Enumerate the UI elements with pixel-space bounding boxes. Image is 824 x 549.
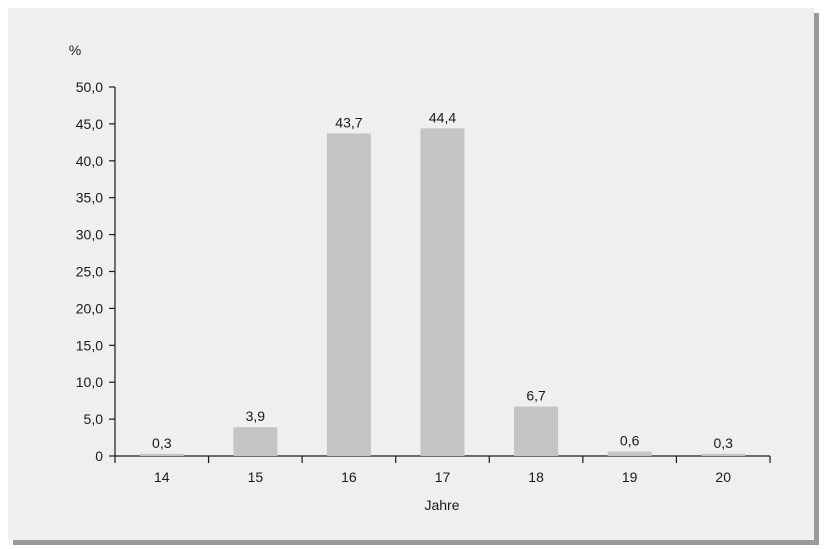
y-tick-label: 20,0 xyxy=(76,300,103,316)
y-tick-label: 35,0 xyxy=(76,190,103,206)
y-tick-label: 25,0 xyxy=(76,264,103,280)
bar-20 xyxy=(701,453,746,456)
y-tick-label: 0 xyxy=(95,448,103,464)
x-tick-label-19: 19 xyxy=(622,469,638,485)
x-tick-label-17: 17 xyxy=(435,469,451,485)
bar-14 xyxy=(139,453,184,456)
data-label-17: 44,4 xyxy=(429,109,456,125)
y-ticks: 0 5,0 10,0 15,0 20,0 25,0 30,0 35,0 40,0 45,0 50,0 xyxy=(76,79,115,464)
x-tick-label-15: 15 xyxy=(248,469,264,485)
y-tick-label: 30,0 xyxy=(76,227,103,243)
data-label-20: 0,3 xyxy=(713,435,733,451)
bars xyxy=(139,128,746,456)
y-tick-label: 5,0 xyxy=(84,411,104,427)
y-tick-label: 45,0 xyxy=(76,116,103,132)
y-tick-label: 15,0 xyxy=(76,337,103,353)
x-tick-label-16: 16 xyxy=(341,469,357,485)
bar-15 xyxy=(233,427,278,456)
bar-17 xyxy=(420,128,465,456)
chart-panel xyxy=(8,8,814,540)
data-label-19: 0,6 xyxy=(620,433,640,449)
bar-16 xyxy=(326,133,371,456)
data-labels: 0,3 3,9 43,7 44,4 6,7 0,6 0,3 xyxy=(152,109,733,450)
x-tick-label-20: 20 xyxy=(715,469,731,485)
y-tick-label: 50,0 xyxy=(76,79,103,95)
x-tick-label-14: 14 xyxy=(154,469,170,485)
x-ticks: 14 15 16 17 18 19 20 xyxy=(114,456,771,485)
data-label-16: 43,7 xyxy=(335,114,362,130)
bar-19 xyxy=(607,451,652,456)
data-label-15: 3,9 xyxy=(246,408,266,424)
y-tick-label: 10,0 xyxy=(76,374,103,390)
x-tick-label-18: 18 xyxy=(528,469,544,485)
bar-18 xyxy=(514,406,559,456)
data-label-14: 0,3 xyxy=(152,435,172,451)
data-label-18: 6,7 xyxy=(526,388,546,404)
y-axis-title: % xyxy=(69,42,81,58)
y-tick-label: 40,0 xyxy=(76,153,103,169)
x-axis-title: Jahre xyxy=(424,497,459,513)
